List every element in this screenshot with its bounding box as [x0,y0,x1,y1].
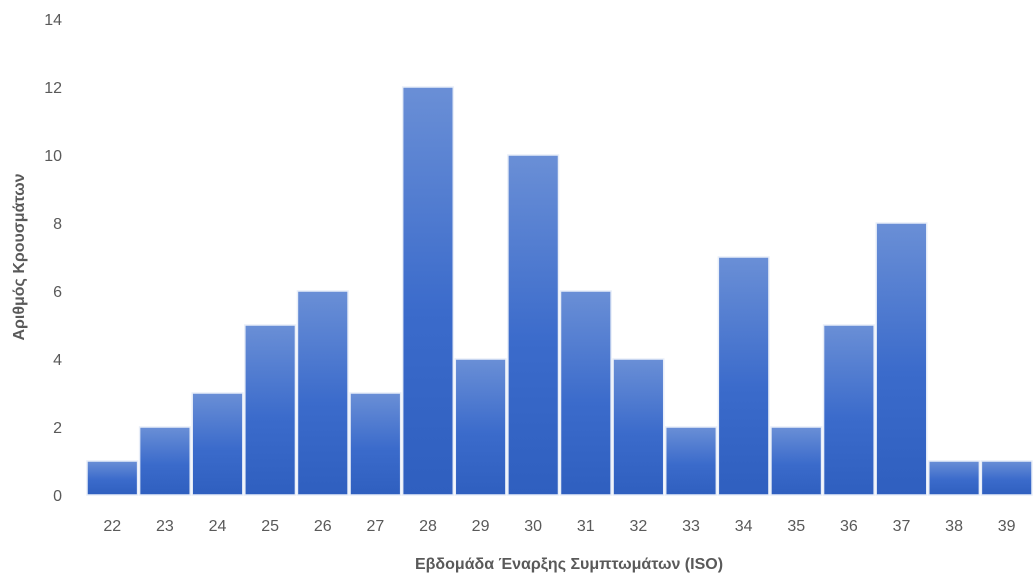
y-tick-label: 12 [44,80,62,97]
bar [664,426,718,496]
y-tick-label: 6 [53,284,62,301]
x-tick-label: 28 [419,518,437,535]
bar [454,358,507,496]
bar [822,324,875,496]
x-axis-ticks: 22 23 24 25 26 27 28 29 30 31 32 33 34 35 36 37 38 39 [103,518,1015,535]
x-tick-label: 34 [735,518,753,535]
bar [770,426,823,496]
x-tick-label: 22 [103,518,121,535]
x-tick-label: 27 [366,518,384,535]
bar [401,86,455,496]
x-tick-label: 32 [630,518,648,535]
x-tick-label: 23 [156,518,174,535]
bars-group [86,86,1033,496]
bar [507,154,560,496]
y-tick-label: 10 [44,148,62,165]
bar [928,460,981,496]
bar [244,324,297,496]
x-tick-label: 38 [945,518,963,535]
x-tick-label: 31 [577,518,595,535]
x-tick-label: 26 [314,518,332,535]
y-tick-label: 2 [53,420,62,437]
bar [612,358,665,496]
y-axis-title: Αριθμός Κρουσμάτων [11,173,28,340]
x-tick-label: 25 [261,518,279,535]
bar [559,290,612,496]
x-tick-label: 36 [840,518,858,535]
x-tick-label: 30 [524,518,542,535]
x-tick-label: 37 [893,518,911,535]
x-axis-title: Εβδομάδα Έναρξης Συμπτωμάτων (ISO) [415,556,723,573]
bar [717,256,770,496]
x-tick-label: 24 [209,518,227,535]
bar [296,290,349,496]
y-tick-label: 8 [53,216,62,233]
bar [980,460,1033,496]
bar [138,426,191,496]
x-tick-label: 29 [472,518,490,535]
y-tick-label: 4 [53,352,62,369]
x-tick-label: 35 [787,518,805,535]
bar [875,222,928,496]
bar [191,392,244,496]
x-tick-label: 33 [682,518,700,535]
y-tick-label: 0 [53,488,62,505]
y-axis-ticks: 0 2 4 6 8 10 12 14 [44,12,62,505]
x-tick-label: 39 [998,518,1016,535]
bar [86,460,139,496]
y-tick-label: 14 [44,12,62,29]
bar [349,392,402,496]
